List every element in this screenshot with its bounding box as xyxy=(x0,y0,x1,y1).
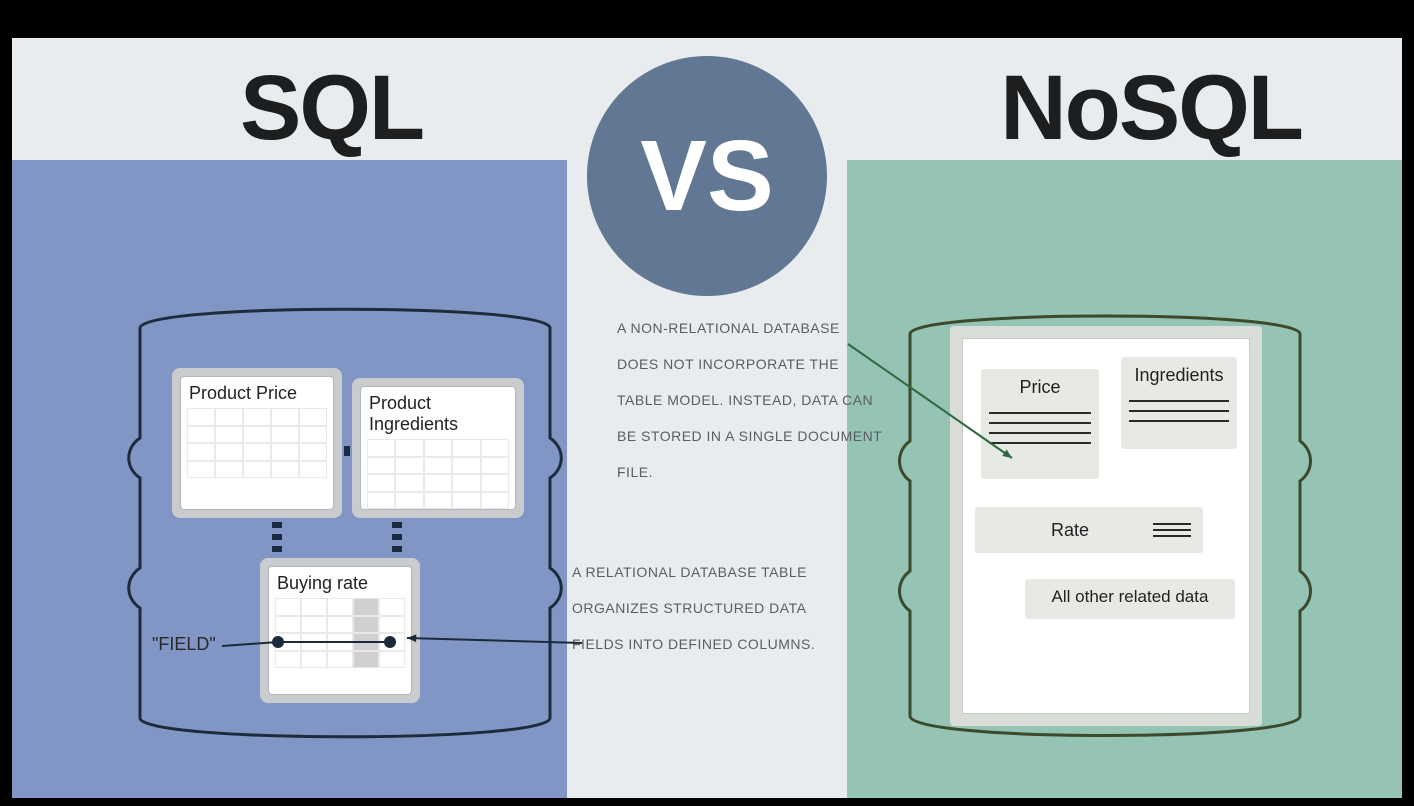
sql-table-product-ingredients: Product Ingredients xyxy=(352,378,524,518)
infographic-canvas: SQL NoSQL VS Product Price Product Ingred… xyxy=(12,38,1402,798)
sql-table-label: Buying rate xyxy=(275,571,405,598)
field-dot xyxy=(272,636,284,648)
sql-table-buying-rate: Buying rate xyxy=(260,558,420,703)
nosql-box-rate: Rate xyxy=(975,507,1203,553)
nosql-title: NoSQL xyxy=(1000,56,1302,161)
nosql-box-price: Price xyxy=(981,369,1099,479)
sql-title: SQL xyxy=(240,56,423,161)
sql-table-label: Product Price xyxy=(187,381,327,408)
nosql-box-ingredients-label: Ingredients xyxy=(1129,363,1229,392)
nosql-price-lines xyxy=(989,412,1091,444)
nosql-document-inner: Price Ingredients Rate All other related… xyxy=(962,338,1250,714)
vs-badge: VS xyxy=(587,56,827,296)
sql-table-label: Product Ingredients xyxy=(367,391,509,439)
nosql-ingredients-lines xyxy=(1129,400,1229,422)
nosql-box-other-label: All other related data xyxy=(1052,587,1209,606)
nosql-box-price-label: Price xyxy=(989,375,1091,404)
nosql-box-ingredients: Ingredients xyxy=(1121,357,1237,449)
sql-description: A RELATIONAL DATABASE TABLE ORGANIZES ST… xyxy=(572,554,852,662)
sql-table-product-price: Product Price xyxy=(172,368,342,518)
field-dot xyxy=(384,636,396,648)
nosql-box-rate-label: Rate xyxy=(987,520,1153,541)
field-label: "FIELD" xyxy=(152,634,216,655)
hamburger-icon xyxy=(1153,519,1191,541)
nosql-description: A NON-RELATIONAL DATABASE DOES NOT INCOR… xyxy=(617,310,882,490)
nosql-box-other: All other related data xyxy=(1025,579,1235,619)
nosql-document: Price Ingredients Rate All other related… xyxy=(950,326,1262,726)
vs-text: VS xyxy=(640,119,773,234)
